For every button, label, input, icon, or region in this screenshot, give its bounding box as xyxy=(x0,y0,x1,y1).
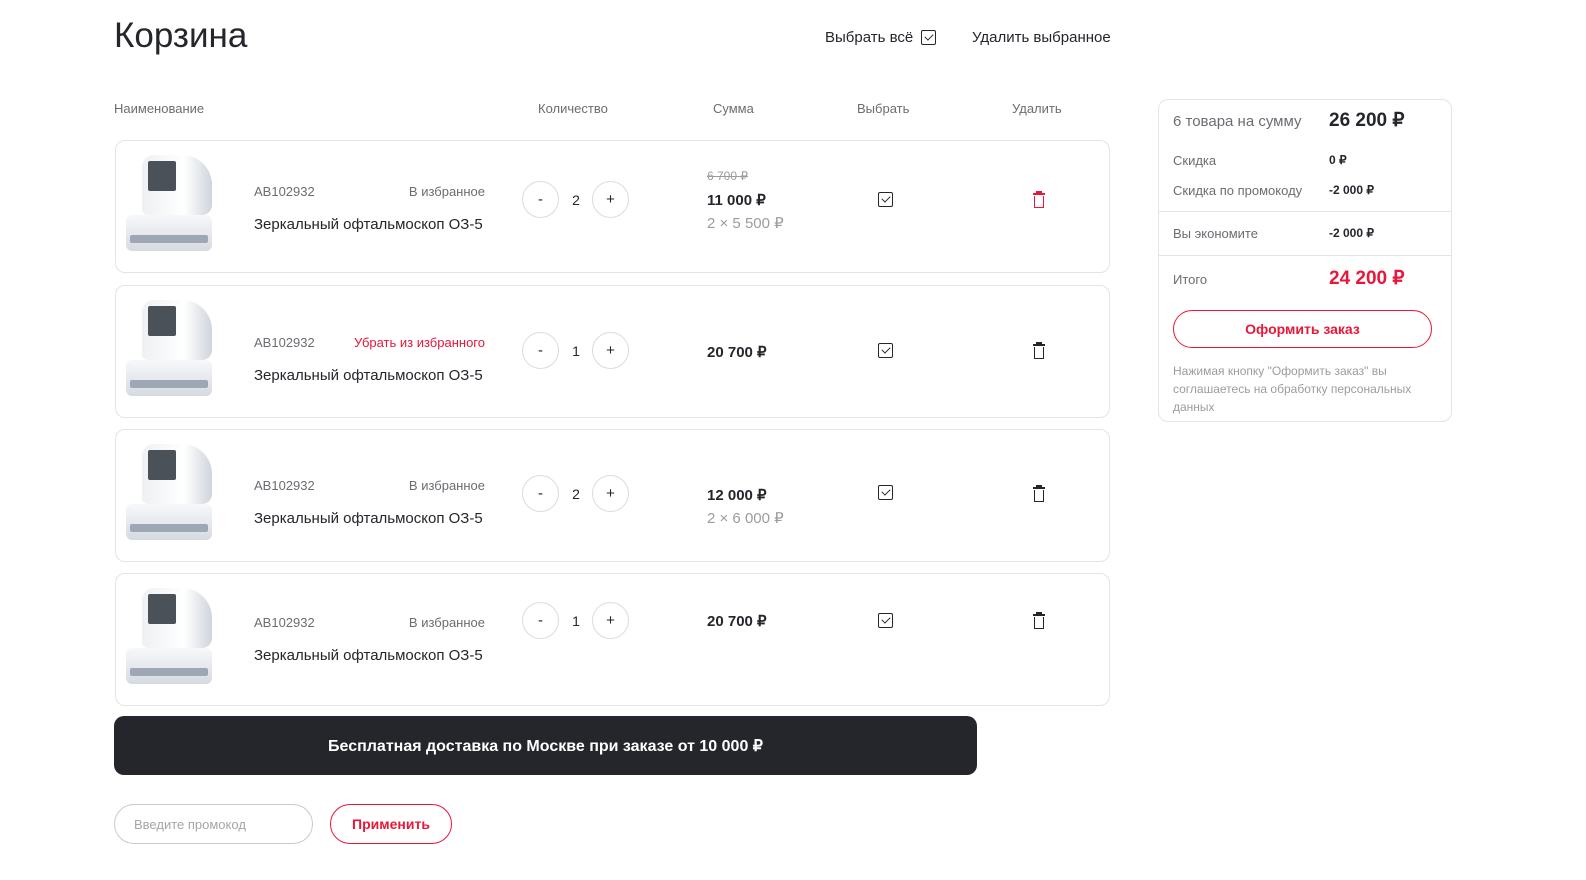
cart-item: AB102932 В избранное Зеркальный офтальмо… xyxy=(115,573,1110,706)
order-summary: 6 товара на сумму 26 200 ₽ Скидка 0 ₽ Ск… xyxy=(1158,99,1452,422)
delete-item-icon[interactable] xyxy=(1033,612,1045,629)
apply-promo-button[interactable]: Применить xyxy=(330,804,452,844)
increase-qty-button[interactable]: + xyxy=(592,475,629,512)
product-name[interactable]: Зеркальный офтальмоскоп ОЗ-5 xyxy=(254,367,483,384)
divider xyxy=(1159,255,1451,256)
total-label: Итого xyxy=(1173,272,1208,287)
cart-item: AB102932 Убрать из избранного Зеркальный… xyxy=(115,285,1110,418)
decrease-qty-button[interactable]: - xyxy=(522,475,559,512)
select-all-checkbox[interactable] xyxy=(921,30,937,45)
item-sum: 11 000 ₽ xyxy=(707,192,766,209)
delivery-banner: Бесплатная доставка по Москве при заказе… xyxy=(114,716,977,775)
unit-price: 2 × 5 500 ₽ xyxy=(707,215,784,232)
select-item-checkbox[interactable] xyxy=(878,613,893,628)
discount-label: Скидка xyxy=(1173,153,1217,168)
discount-value: 0 ₽ xyxy=(1329,153,1347,167)
promo-discount-value: -2 000 ₽ xyxy=(1329,183,1374,197)
delete-item-icon[interactable] xyxy=(1033,485,1045,502)
quantity-value: 1 xyxy=(572,613,580,629)
select-item-checkbox[interactable] xyxy=(878,343,893,358)
old-price: 6 700 ₽ xyxy=(707,169,748,183)
product-image[interactable] xyxy=(124,155,220,259)
savings-label: Вы экономите xyxy=(1173,226,1258,241)
product-name[interactable]: Зеркальный офтальмоскоп ОЗ-5 xyxy=(254,647,483,664)
column-select: Выбрать xyxy=(857,101,910,116)
cart-item: AB102932 В избранное Зеркальный офтальмо… xyxy=(115,140,1110,273)
total-value: 24 200 ₽ xyxy=(1329,268,1405,289)
delete-item-icon[interactable] xyxy=(1033,342,1045,359)
decrease-qty-button[interactable]: - xyxy=(522,332,559,369)
divider xyxy=(1159,211,1451,212)
item-sum: 20 700 ₽ xyxy=(707,613,767,630)
favorite-toggle[interactable]: В избранное xyxy=(408,478,485,493)
promo-input[interactable] xyxy=(114,804,313,844)
consent-note: Нажимая кнопку "Оформить заказ" вы согла… xyxy=(1173,364,1412,414)
quantity-value: 1 xyxy=(572,343,580,359)
favorite-toggle[interactable]: В избранное xyxy=(408,184,485,199)
increase-qty-button[interactable]: + xyxy=(592,181,629,218)
decrease-qty-button[interactable]: - xyxy=(522,181,559,218)
count-label: 6 товара на сумму xyxy=(1173,113,1302,130)
select-item-checkbox[interactable] xyxy=(878,192,893,207)
select-item-checkbox[interactable] xyxy=(878,485,893,500)
select-all-label: Выбрать всё xyxy=(825,29,914,46)
increase-qty-button[interactable]: + xyxy=(592,602,629,639)
delete-item-icon[interactable] xyxy=(1033,191,1045,208)
product-name[interactable]: Зеркальный офтальмоскоп ОЗ-5 xyxy=(254,510,483,527)
decrease-qty-button[interactable]: - xyxy=(522,602,559,639)
unit-price: 2 × 6 000 ₽ xyxy=(707,510,784,527)
increase-qty-button[interactable]: + xyxy=(592,332,629,369)
select-all-button[interactable]: Выбрать всё xyxy=(825,29,937,46)
product-image[interactable] xyxy=(124,588,220,692)
product-code: AB102932 xyxy=(254,615,315,630)
promo-discount-label: Скидка по промокоду xyxy=(1173,183,1303,198)
product-code: AB102932 xyxy=(254,478,315,493)
place-order-button[interactable]: Оформить заказ xyxy=(1173,310,1432,348)
column-qty: Количество xyxy=(538,101,608,116)
product-code: AB102932 xyxy=(254,184,315,199)
product-image[interactable] xyxy=(124,300,220,404)
product-code: AB102932 xyxy=(254,335,315,350)
item-sum: 12 000 ₽ xyxy=(707,487,767,504)
column-name: Наименование xyxy=(114,101,205,116)
quantity-value: 2 xyxy=(572,486,580,502)
favorite-toggle[interactable]: В избранное xyxy=(408,615,485,630)
column-sum: Сумма xyxy=(713,101,754,116)
product-name[interactable]: Зеркальный офтальмоскоп ОЗ-5 xyxy=(254,216,483,233)
count-value: 26 200 ₽ xyxy=(1329,110,1405,131)
page-title: Корзина xyxy=(114,16,248,55)
cart-item: AB102932 В избранное Зеркальный офтальмо… xyxy=(115,429,1110,562)
savings-value: -2 000 ₽ xyxy=(1329,226,1374,240)
item-sum: 20 700 ₽ xyxy=(707,344,767,361)
quantity-value: 2 xyxy=(572,192,580,208)
favorite-toggle[interactable]: Убрать из избранного xyxy=(353,335,485,350)
column-delete: Удалить xyxy=(1012,101,1062,116)
delete-selected-button[interactable]: Удалить выбранное xyxy=(972,29,1111,46)
product-image[interactable] xyxy=(124,444,220,548)
